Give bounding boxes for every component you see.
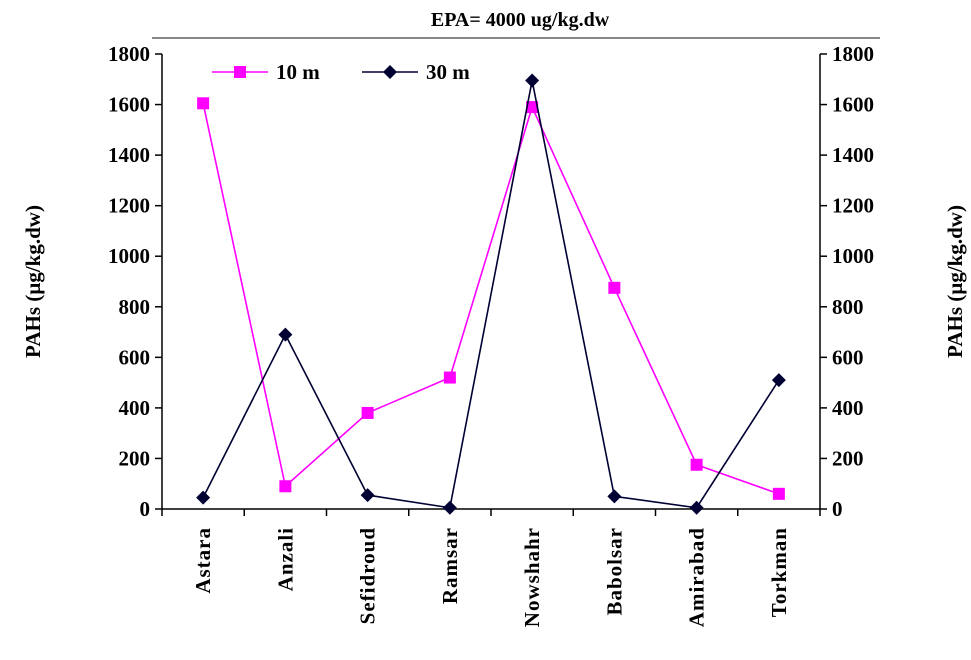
data-point-10m bbox=[197, 97, 210, 110]
y-tick-label-right: 600 bbox=[832, 345, 864, 369]
data-point-30m bbox=[771, 373, 786, 388]
y-tick-label-left: 1400 bbox=[108, 143, 150, 167]
y-tick-label-left: 1200 bbox=[108, 194, 150, 218]
x-tick-label: Torkman bbox=[767, 527, 791, 617]
y-tick-label-left: 600 bbox=[119, 345, 151, 369]
axes-layer: 0 0 200 200 400 400 600 600 800 800 1000 1000 1200 12… bbox=[21, 37, 967, 627]
data-point-30m bbox=[196, 490, 211, 505]
legend-marker-10m bbox=[234, 66, 246, 78]
y-tick-label-right: 0 bbox=[832, 497, 843, 521]
y-tick-label-right: 800 bbox=[832, 295, 864, 319]
y-tick-label-right: 1200 bbox=[832, 194, 874, 218]
y-axis-title-left: PAHs (µg/kg.dw) bbox=[21, 205, 45, 358]
data-point-10m bbox=[608, 281, 621, 294]
data-point-30m bbox=[525, 73, 540, 88]
legend-label-30m: 30 m bbox=[426, 60, 470, 84]
data-point-10m bbox=[526, 101, 539, 114]
epa-annotation: EPA= 4000 ug/kg.dw bbox=[431, 9, 610, 31]
x-tick-label: Anzali bbox=[273, 527, 297, 591]
y-axis-title-right: PAHs (µg/kg.dw) bbox=[943, 205, 967, 358]
x-tick-label: Sefidroud bbox=[356, 527, 380, 624]
x-tick-label: Nowshahr bbox=[520, 527, 544, 627]
data-point-10m bbox=[772, 487, 785, 500]
y-tick-label-left: 200 bbox=[119, 446, 151, 470]
y-tick-label-left: 400 bbox=[119, 396, 151, 420]
data-point-30m bbox=[360, 488, 375, 503]
y-tick-label-right: 1800 bbox=[832, 42, 874, 66]
data-point-30m bbox=[278, 327, 293, 342]
data-point-30m bbox=[689, 500, 704, 515]
y-tick-label-left: 800 bbox=[119, 295, 151, 319]
y-tick-label-left: 1000 bbox=[108, 244, 150, 268]
series-line-30m bbox=[202, 80, 780, 509]
y-tick-label-right: 400 bbox=[832, 396, 864, 420]
x-tick-label: Babolsar bbox=[602, 527, 626, 616]
y-tick-label-right: 1400 bbox=[832, 143, 874, 167]
y-tick-label-left: 1600 bbox=[108, 93, 150, 117]
y-tick-label-left: 1800 bbox=[108, 42, 150, 66]
x-tick-label: Astara bbox=[191, 527, 215, 594]
data-point-10m bbox=[690, 458, 703, 471]
series-layer bbox=[196, 73, 786, 515]
series-line-10m bbox=[202, 103, 780, 495]
data-point-10m bbox=[443, 371, 456, 384]
y-tick-label-right: 1000 bbox=[832, 244, 874, 268]
legend-label-10m: 10 m bbox=[276, 60, 320, 84]
x-tick-label: Amirabad bbox=[685, 527, 709, 627]
data-point-10m bbox=[361, 406, 374, 419]
data-point-30m bbox=[607, 489, 622, 504]
legend-layer: 10 m 30 m bbox=[212, 60, 470, 84]
data-point-10m bbox=[279, 480, 292, 493]
y-tick-label-left: 0 bbox=[140, 497, 151, 521]
y-tick-label-right: 1600 bbox=[832, 93, 874, 117]
legend-marker-30m bbox=[383, 65, 397, 79]
y-tick-label-right: 200 bbox=[832, 446, 864, 470]
data-point-30m bbox=[442, 500, 457, 515]
x-tick-label: Ramsar bbox=[438, 527, 462, 604]
